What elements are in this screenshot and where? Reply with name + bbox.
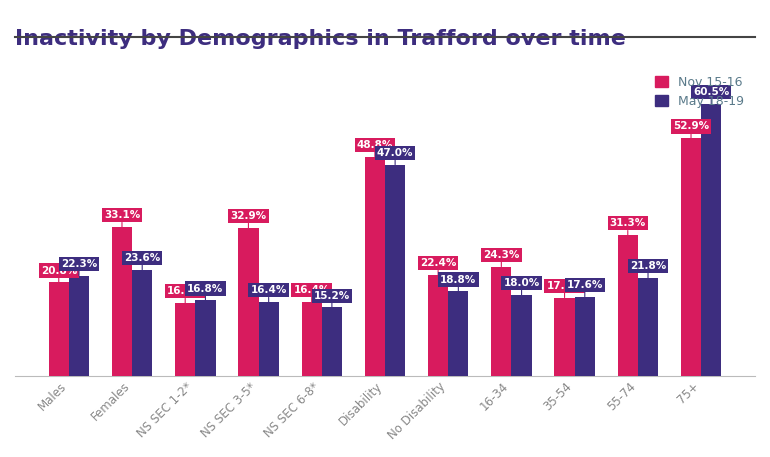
Text: 22.4%: 22.4% [420, 258, 457, 275]
Text: 17.4%: 17.4% [546, 281, 583, 298]
Bar [69, 276, 89, 376]
Bar [302, 302, 322, 376]
Text: 16.2%: 16.2% [167, 286, 203, 303]
Text: 24.3%: 24.3% [483, 250, 520, 266]
Bar [132, 270, 152, 376]
Text: 47.0%: 47.0% [377, 148, 413, 165]
Bar [239, 228, 259, 376]
Text: 18.0%: 18.0% [504, 278, 540, 295]
Bar [491, 266, 511, 376]
Bar [175, 303, 196, 376]
Text: 17.6%: 17.6% [567, 280, 603, 297]
Text: 48.8%: 48.8% [357, 140, 393, 157]
Text: 32.9%: 32.9% [230, 211, 266, 228]
Bar [365, 157, 385, 376]
Text: 16.4%: 16.4% [293, 285, 330, 302]
Text: 23.6%: 23.6% [124, 253, 160, 270]
Bar [428, 275, 448, 376]
Bar [49, 282, 69, 376]
Bar [322, 308, 342, 376]
Bar [701, 104, 721, 376]
Text: 18.8%: 18.8% [440, 275, 477, 291]
Text: 15.2%: 15.2% [313, 291, 350, 308]
Bar [448, 291, 468, 376]
Text: 52.9%: 52.9% [673, 122, 709, 138]
Bar [196, 300, 216, 376]
Bar [618, 235, 638, 376]
Bar [385, 165, 405, 376]
Legend: Nov 15-16, May 18-19: Nov 15-16, May 18-19 [650, 71, 748, 113]
Bar [112, 227, 132, 376]
Text: 31.3%: 31.3% [610, 218, 646, 235]
Text: 21.8%: 21.8% [630, 261, 666, 278]
Text: 16.4%: 16.4% [250, 285, 287, 302]
Text: 20.8%: 20.8% [41, 266, 77, 282]
Text: Inactivity by Demographics in Trafford over time: Inactivity by Demographics in Trafford o… [15, 29, 626, 49]
Text: 33.1%: 33.1% [104, 210, 140, 227]
Bar [681, 138, 701, 376]
Bar [638, 278, 658, 376]
Bar [259, 302, 279, 376]
Text: 22.3%: 22.3% [61, 259, 97, 276]
Bar [574, 297, 595, 376]
Bar [554, 298, 574, 376]
Text: 16.8%: 16.8% [187, 283, 223, 300]
Bar [511, 295, 531, 376]
Text: 60.5%: 60.5% [693, 87, 729, 104]
